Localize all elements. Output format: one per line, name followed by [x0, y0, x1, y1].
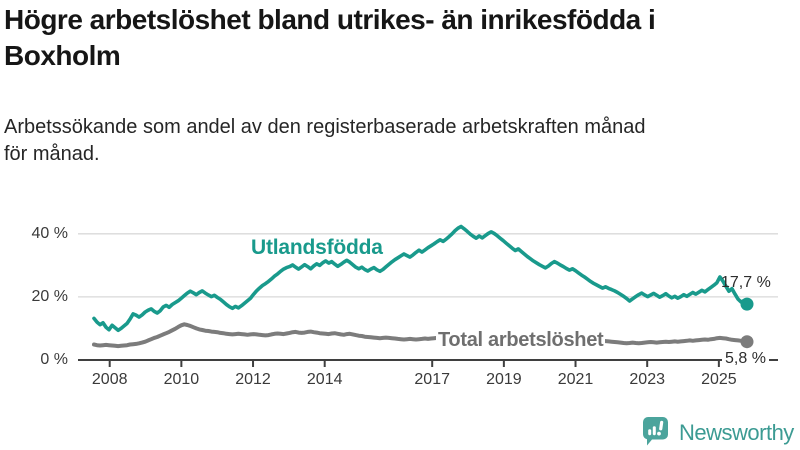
series-line-utlandsfodda [92, 224, 749, 333]
newsworthy-logo[interactable]: Newsworthy [643, 417, 794, 448]
series-label-total-arbetsloshet: Total arbetslöshet [436, 329, 606, 352]
series-line-total [92, 322, 749, 349]
series-label-utlandsfodda: Utlandsfödda [251, 236, 383, 259]
chart-title: Högre arbetslöshet bland utrikes- än inr… [4, 2, 656, 74]
newsworthy-chart-bubble-icon [643, 417, 668, 446]
end-value-label-total: 5,8 % [722, 349, 769, 369]
newsworthy-logo-text: Newsworthy [679, 420, 794, 445]
chart-subtitle: Arbetssökande som andel av den registerb… [4, 114, 646, 168]
chart-subtitle-line1: Arbetssökande som andel av den registerb… [4, 116, 646, 138]
chart-title-line2: Boxholm [4, 40, 121, 71]
series-end-dot-utlandsfodda [740, 297, 754, 311]
end-value-label-utlandsfodda: 17,7 % [721, 274, 771, 291]
chart-title-line1: Högre arbetslöshet bland utrikes- än inr… [4, 4, 656, 35]
chart-subtitle-line2: för månad. [4, 143, 100, 165]
series-end-dot-total [740, 335, 754, 349]
